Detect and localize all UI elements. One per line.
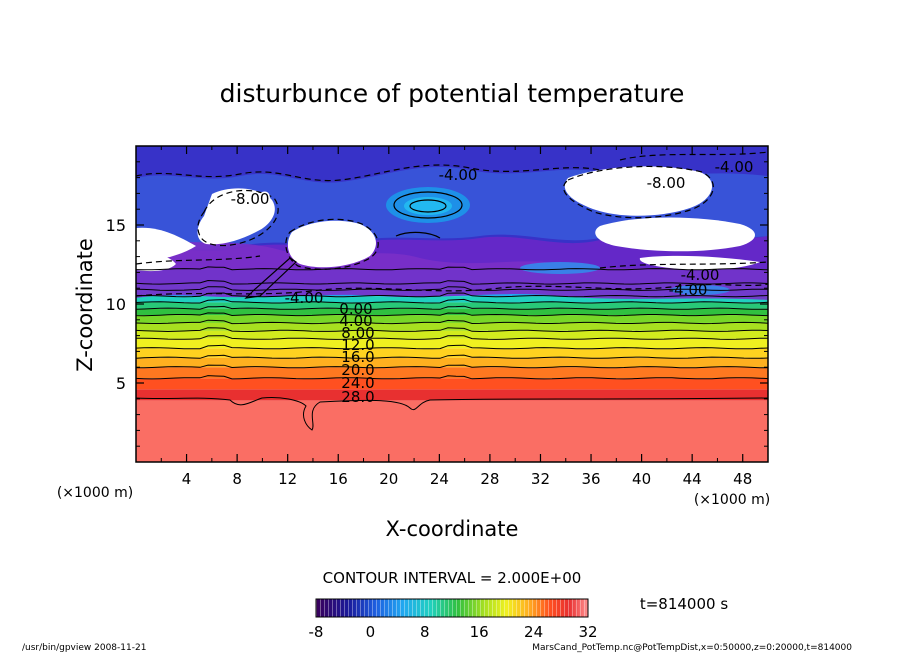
colorbar-tick-label: 24 [524,623,543,641]
layer-band-4 [136,357,768,368]
colorbar-tick-label: 16 [470,623,489,641]
x-tick-label: 44 [683,470,702,488]
contour-label-16: 16.0 [341,348,374,366]
layer-band-1 [136,389,768,401]
footer-left: /usr/bin/gpview 2008-11-21 [22,643,146,653]
x-unit-left: (×1000 m) [57,485,133,501]
contour-label-12: 12.0 [341,336,374,354]
contour-label-neg4-e: -4.00 [285,289,324,307]
x-tick-label: 20 [379,470,398,488]
contour-label-neg8-b: -8.00 [647,174,686,192]
stable-layer-contours [136,266,768,380]
colorbar: -8 0 8 16 24 32 [309,598,598,641]
colorbar-tick-label: 32 [578,623,597,641]
layer-band-8 [136,322,768,331]
layer-band-0 [136,400,768,462]
contour-line-22 [136,354,768,359]
contour-label-neg4-b: -4.00 [715,158,754,176]
contour-label-4: 4.00 [339,312,372,330]
x-tick-label: 28 [480,470,499,488]
contour-line-2 [136,279,768,285]
contour-line-8 [136,298,768,304]
negative-contours [136,151,768,297]
y-axis-ticks: 5 10 15 [106,161,768,447]
colorbar-tick-label: 0 [366,623,376,641]
contour-line-24 [136,364,768,369]
contour-label-28: 28.0 [341,388,374,406]
contour-28 [136,397,768,431]
colorbar-tick-label: -8 [309,623,324,641]
contour-label-neg8-a: -8.00 [231,190,270,208]
contour-line-26 [136,375,768,380]
contour-label-neg4-d: -4.00 [669,281,708,299]
contour-labels: -8.00 -8.00 -4.00 -4.00 -4.00 -4.00 -4.0… [229,158,754,406]
layer-band-5 [136,348,768,358]
contour-line-18 [136,335,768,340]
x-unit-right: (×1000 m) [694,492,770,508]
contour-line-0 [136,266,768,271]
x-tick-label: 24 [430,470,449,488]
upper-disturbance-region [136,146,768,300]
contour-line-14 [136,319,768,325]
y-axis-label: Z-coordinate [73,238,97,372]
contour-label-24: 24.0 [341,374,374,392]
layer-band-2 [136,378,768,390]
footer-right: MarsCand_PotTemp.nc@PotTempDist,x=0:5000… [532,643,852,653]
x-axis-ticks: 4 8 12 16 20 24 28 32 36 40 44 48 [160,146,752,488]
y-tick-label: 10 [106,295,126,314]
contour-line-20 [136,344,768,350]
layer-band-12 [136,296,768,303]
contour-line-12 [136,312,768,317]
y-tick-label: 15 [106,216,126,235]
layer-band-3 [136,367,768,379]
contour-label-neg4-a: -4.00 [439,166,478,184]
plot-area [136,146,768,462]
x-axis-label: X-coordinate [386,517,519,541]
time-label: t=814000 s [640,595,728,613]
y-tick-label: 5 [116,374,126,393]
colorbar-tick-label: 8 [420,623,430,641]
contour-line-4 [136,286,768,291]
contour-interval: CONTOUR INTERVAL = 2.000E+00 [323,569,582,587]
contour-line-16 [136,327,768,333]
contour-label-20: 20.0 [341,361,374,379]
x-tick-label: 40 [632,470,651,488]
chart-title: disturbunce of potential temperature [220,79,685,108]
layer-band-10 [136,308,768,316]
contour-line-10 [136,305,768,310]
contour-label-0: 0.00 [339,300,372,318]
x-tick-label: 4 [182,470,192,488]
x-tick-label: 36 [581,470,600,488]
layer-band-6 [136,338,768,349]
contour-label-neg4-c: -4.00 [681,266,720,284]
x-tick-label: 8 [232,470,242,488]
x-tick-label: 16 [329,470,348,488]
contour-line-6 [136,292,768,298]
layer-band-11 [136,302,768,309]
contour-label-8: 8.00 [341,324,374,342]
layer-band-9 [136,315,768,323]
layer-band-7 [136,330,768,339]
x-tick-label: 48 [733,470,752,488]
x-tick-label: 32 [531,470,550,488]
x-tick-label: 12 [278,470,297,488]
